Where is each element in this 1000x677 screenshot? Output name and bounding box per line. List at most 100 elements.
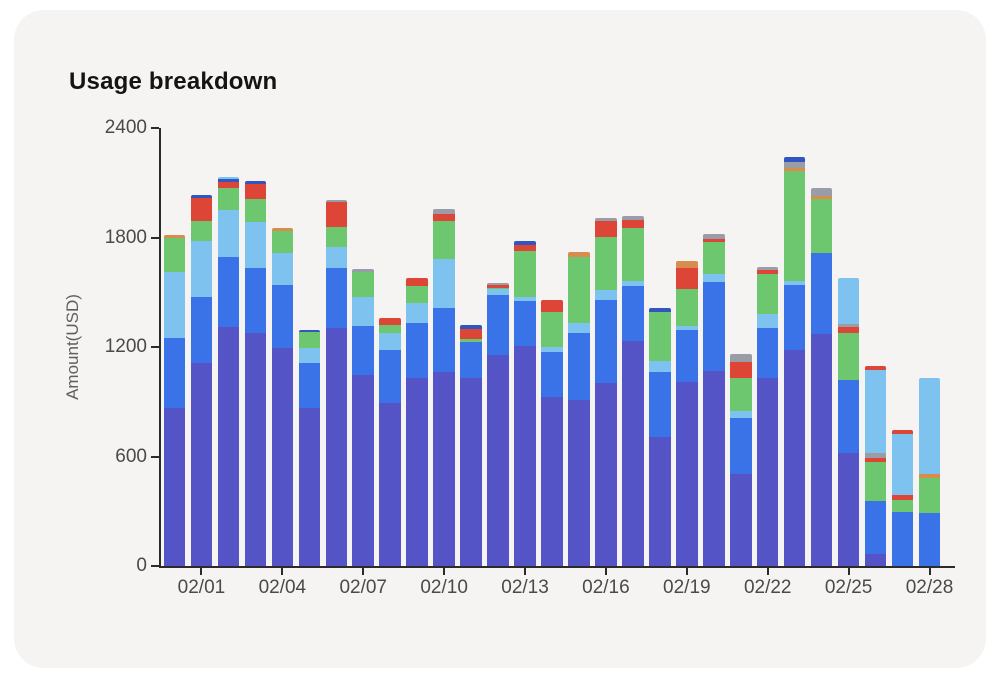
bar-segment-indigo[interactable] xyxy=(433,372,455,566)
bar-segment-indigo[interactable] xyxy=(541,397,563,566)
bar-segment-gray[interactable] xyxy=(837,324,860,327)
bar-segment-green[interactable] xyxy=(918,478,941,514)
bar-segment-red[interactable] xyxy=(756,270,779,275)
bar-02/21[interactable] xyxy=(730,353,752,566)
bar-segment-blue[interactable] xyxy=(810,253,833,335)
bar-02/18[interactable] xyxy=(649,307,671,566)
bar-segment-indigo[interactable] xyxy=(783,350,806,566)
bar-segment-sky2[interactable] xyxy=(918,378,941,475)
bar-segment-blue[interactable] xyxy=(379,350,401,404)
bar-segment-gray[interactable] xyxy=(730,353,752,362)
bar-segment-blue[interactable] xyxy=(163,338,186,408)
bar-segment-indigo[interactable] xyxy=(810,334,833,566)
bar-segment-green[interactable] xyxy=(864,461,887,502)
bar-segment-darkblue[interactable] xyxy=(190,195,213,199)
bar-02/01[interactable] xyxy=(190,195,213,566)
bar-segment-green[interactable] xyxy=(676,288,698,327)
bar-segment-sky[interactable] xyxy=(783,281,806,285)
bar-segment-green[interactable] xyxy=(810,199,833,254)
bar-segment-green[interactable] xyxy=(783,171,806,282)
bar-segment-gray[interactable] xyxy=(352,269,374,272)
bar-segment-blue[interactable] xyxy=(325,267,348,329)
bar-segment-blue[interactable] xyxy=(541,352,563,397)
bar-segment-sky[interactable] xyxy=(163,272,186,339)
bar-segment-gray[interactable] xyxy=(487,282,509,285)
bar-02/12[interactable] xyxy=(487,282,509,566)
bar-segment-sky[interactable] xyxy=(433,259,455,308)
bar-segment-red[interactable] xyxy=(703,238,725,243)
bar-02/11[interactable] xyxy=(460,325,482,566)
bar-segment-blue[interactable] xyxy=(756,328,779,379)
bar-02/06[interactable] xyxy=(325,200,348,566)
bar-segment-red[interactable] xyxy=(433,213,455,222)
bar-segment-red[interactable] xyxy=(379,318,401,326)
bar-02/20[interactable] xyxy=(703,234,725,566)
bar-segment-sky[interactable] xyxy=(756,313,779,329)
bar-02/27[interactable] xyxy=(891,430,914,566)
bar-segment-red[interactable] xyxy=(190,198,213,222)
bar-segment-gray[interactable] xyxy=(433,209,455,214)
bar-segment-green[interactable] xyxy=(190,221,213,241)
bar-segment-indigo[interactable] xyxy=(730,474,752,566)
bar-segment-green[interactable] xyxy=(541,311,563,347)
bar-segment-blue[interactable] xyxy=(352,326,374,376)
bar-segment-green[interactable] xyxy=(244,199,267,222)
bar-segment-indigo[interactable] xyxy=(406,378,428,566)
bar-segment-indigo[interactable] xyxy=(352,375,374,566)
bar-segment-darkblue[interactable] xyxy=(514,241,536,246)
bar-segment-indigo[interactable] xyxy=(298,407,321,566)
bar-02/15[interactable] xyxy=(568,252,590,566)
bar-segment-gray[interactable] xyxy=(756,267,779,271)
bar-segment-indigo[interactable] xyxy=(460,378,482,566)
bar-segment-darkblue[interactable] xyxy=(783,157,806,162)
bar-02/13[interactable] xyxy=(514,241,536,566)
bar-segment-sky[interactable] xyxy=(730,411,752,418)
bar-segment-green[interactable] xyxy=(595,236,617,291)
bar-segment-red2[interactable] xyxy=(864,366,887,371)
bar-segment-green[interactable] xyxy=(352,272,374,297)
bar-segment-sky2[interactable] xyxy=(864,370,887,454)
bar-segment-green[interactable] xyxy=(217,188,240,211)
bar-segment-blue[interactable] xyxy=(271,285,294,349)
bar-02/03[interactable] xyxy=(244,181,267,566)
bar-segment-sky[interactable] xyxy=(325,247,348,268)
bar-segment-blue[interactable] xyxy=(433,307,455,372)
bar-segment-indigo[interactable] xyxy=(622,340,644,566)
bar-segment-indigo[interactable] xyxy=(325,328,348,566)
bar-segment-gray[interactable] xyxy=(703,234,725,239)
bar-segment-red[interactable] xyxy=(891,495,914,500)
bar-segment-sky[interactable] xyxy=(703,274,725,283)
bar-segment-sky[interactable] xyxy=(487,289,509,295)
bar-segment-gray[interactable] xyxy=(783,161,806,168)
bar-segment-blue[interactable] xyxy=(918,513,941,566)
bar-segment-sky[interactable] xyxy=(406,303,428,324)
bar-02/17[interactable] xyxy=(622,216,644,566)
bar-segment-green[interactable] xyxy=(622,228,644,282)
bar-segment-blue[interactable] xyxy=(190,296,213,364)
bar-segment-indigo[interactable] xyxy=(837,453,860,566)
bar-02/23[interactable] xyxy=(783,157,806,566)
bar-segment-sky[interactable] xyxy=(244,221,267,268)
bar-02/26[interactable] xyxy=(864,366,887,566)
bar-segment-gray[interactable] xyxy=(810,188,833,197)
bar-segment-orange[interactable] xyxy=(676,261,698,268)
bar-segment-sky[interactable] xyxy=(514,297,536,302)
bar-segment-green[interactable] xyxy=(703,242,725,275)
bar-segment-green[interactable] xyxy=(163,238,186,272)
bar-segment-red[interactable] xyxy=(406,278,428,287)
bar-segment-green[interactable] xyxy=(406,286,428,304)
bar-segment-blue[interactable] xyxy=(568,332,590,400)
bar-segment-green[interactable] xyxy=(298,332,321,349)
bar-01/31[interactable] xyxy=(163,235,186,566)
bar-segment-indigo[interactable] xyxy=(190,363,213,566)
bar-segment-sky[interactable] xyxy=(217,210,240,258)
bar-segment-blue[interactable] xyxy=(298,363,321,408)
bar-segment-indigo[interactable] xyxy=(756,378,779,566)
bar-02/25[interactable] xyxy=(837,278,860,566)
bar-02/16[interactable] xyxy=(595,218,617,566)
bar-segment-blue[interactable] xyxy=(460,342,482,379)
bar-02/19[interactable] xyxy=(676,261,698,566)
bar-segment-indigo[interactable] xyxy=(864,553,887,566)
bar-segment-orange[interactable] xyxy=(568,252,590,258)
bar-segment-sky[interactable] xyxy=(379,332,401,351)
